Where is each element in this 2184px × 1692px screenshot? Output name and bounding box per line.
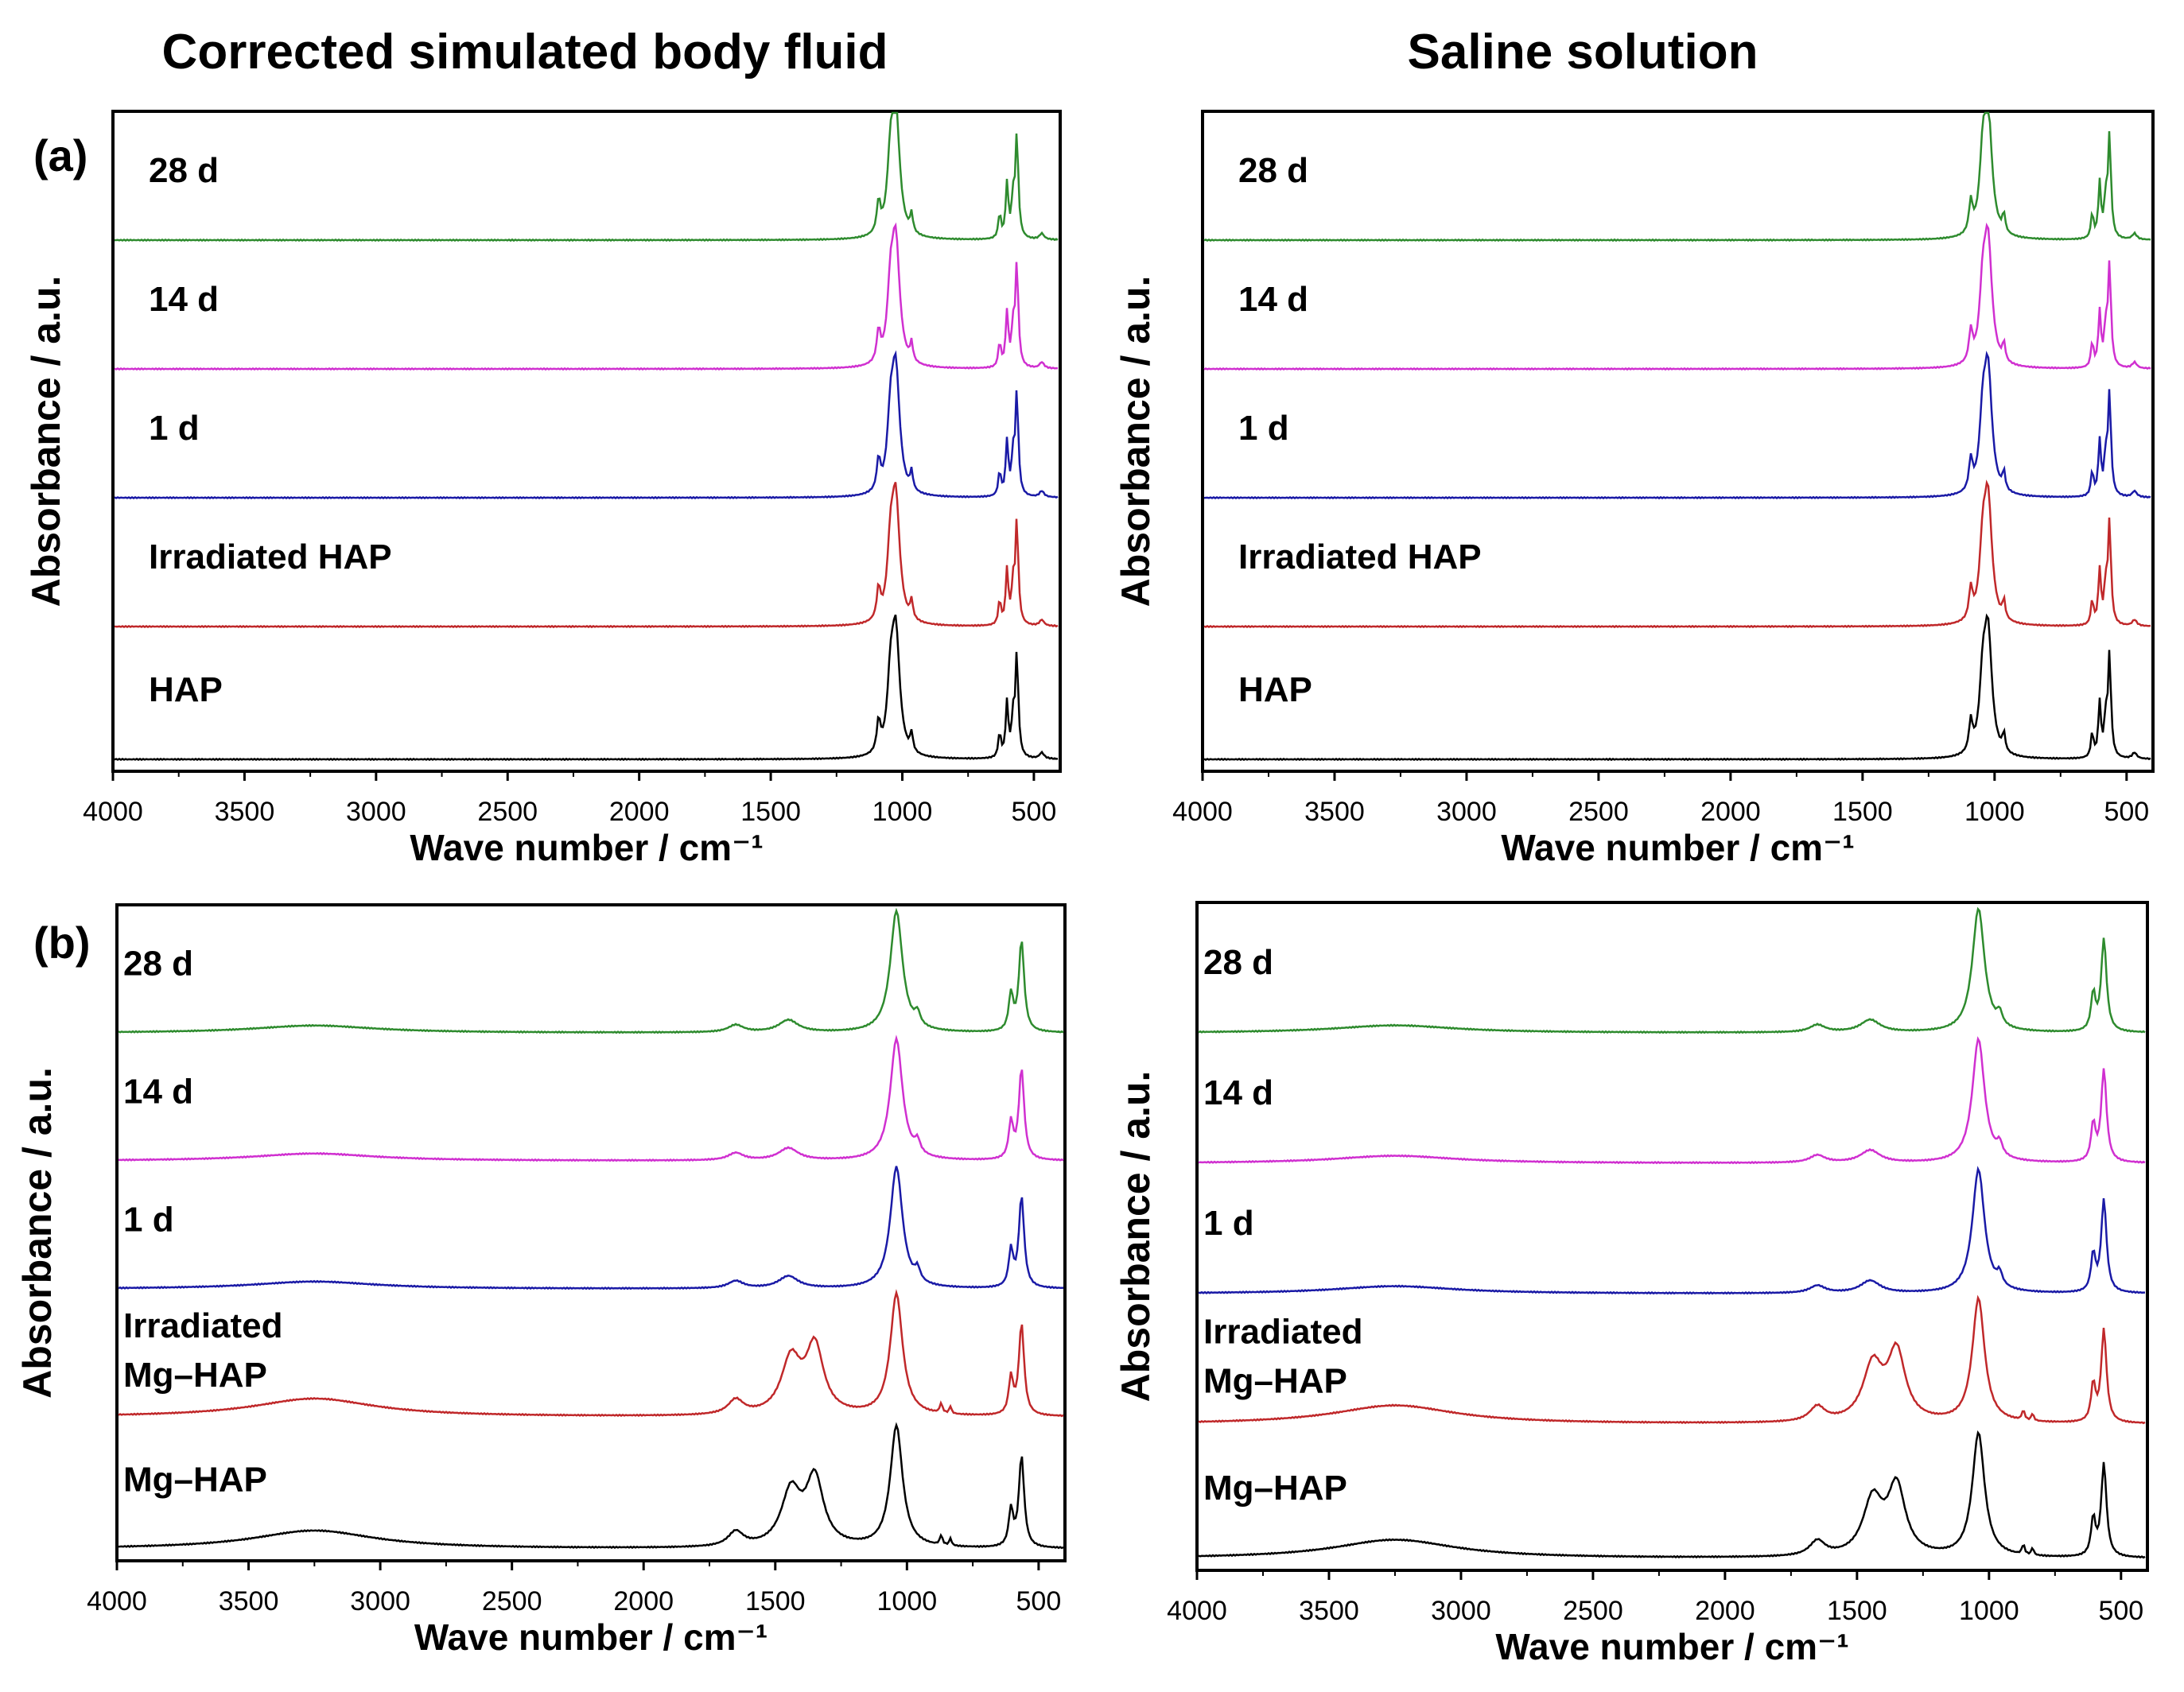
x-tick-label: 1000 — [1959, 1596, 2019, 1626]
series-label: 28 d — [1238, 151, 1308, 190]
x-tick-label: 4000 — [83, 797, 143, 827]
x-tick-label: 3500 — [1304, 797, 1365, 827]
x-tick-label: 3500 — [215, 797, 275, 827]
spectrum-line-5 — [1203, 613, 2151, 762]
x-tick-label: 2000 — [613, 1586, 674, 1616]
x-axis-label: Wave number / cm⁻¹ — [1495, 1626, 1848, 1667]
y-axis-label: Absorbance / a.u. — [1113, 276, 1158, 607]
x-tick-label: 1500 — [740, 797, 801, 827]
x-tick-label: 2000 — [1695, 1596, 1755, 1626]
x-tick-label: 500 — [1016, 1586, 1062, 1616]
spectrum-line-2 — [1198, 1036, 2146, 1165]
spectrum-line-5 — [118, 1422, 1064, 1550]
series-label: HAP — [149, 670, 223, 709]
spectrum-line-3 — [118, 1166, 1064, 1290]
series-label: 14 d — [1203, 1073, 1273, 1112]
series-label: 1 d — [1238, 409, 1289, 448]
spectrum-line-2 — [1203, 222, 2151, 371]
x-tick-label: 4000 — [1172, 797, 1233, 827]
series-label: Irradiated Mg–HAP — [1203, 1312, 1363, 1400]
x-tick-label: 2000 — [1700, 797, 1761, 827]
x-tick-label: 2000 — [609, 797, 670, 827]
plot-frame — [1201, 110, 2155, 773]
spectrum-line-4 — [1203, 479, 2151, 629]
spectrum-line-5 — [114, 614, 1059, 762]
x-tick-label: 4000 — [1167, 1596, 1227, 1626]
series-label: 1 d — [149, 409, 200, 448]
series-label: 14 d — [1238, 280, 1308, 319]
spectrum-line-1 — [1198, 906, 2146, 1034]
series-label: 1 d — [123, 1201, 174, 1240]
spectrum-line-1 — [114, 111, 1059, 243]
x-tick-label: 500 — [2104, 797, 2149, 827]
x-tick-label: 3000 — [346, 797, 406, 827]
x-tick-label: 1000 — [877, 1586, 938, 1616]
y-axis-label: Absorbance / a.u. — [15, 1067, 60, 1399]
x-tick-label: 2500 — [1568, 797, 1629, 827]
panel-label: (a) — [33, 130, 87, 180]
spectrum-line-4 — [114, 482, 1059, 629]
series-label: 28 d — [1203, 943, 1273, 982]
x-tick-label: 1500 — [1832, 797, 1893, 827]
series-label: Irradiated Mg–HAP — [123, 1306, 283, 1395]
column-title-saline: Saline solution — [1407, 25, 1758, 80]
x-tick-label: 3000 — [1436, 797, 1497, 827]
plot-frame — [115, 903, 1067, 1562]
y-axis-label: Absorbance / a.u. — [24, 276, 68, 607]
spectrum-panel-4: 4000 3500 3000 2500 2000 1500 1000 500 Wave numb… — [1113, 901, 2149, 1667]
x-tick-label: 3500 — [1299, 1596, 1359, 1626]
series-label: 14 d — [149, 280, 219, 319]
x-tick-label: 1000 — [1964, 797, 2025, 827]
x-tick-label: 4000 — [87, 1586, 147, 1616]
series-label: Irradiated HAP — [149, 537, 392, 576]
x-tick-label: 1500 — [1827, 1596, 1887, 1626]
series-label: 28 d — [123, 945, 193, 984]
plot-frame — [111, 110, 1062, 773]
x-tick-label: 2500 — [482, 1586, 542, 1616]
series-label: 28 d — [149, 151, 219, 190]
spectrum-line-1 — [1203, 111, 2151, 243]
panel-label: (b) — [33, 918, 91, 968]
x-tick-label: 500 — [1012, 797, 1057, 827]
x-tick-label: 3500 — [219, 1586, 279, 1616]
x-axis-label: Wave number / cm⁻¹ — [1501, 827, 1854, 868]
spectrum-panel-1: 4000 3500 3000 2500 2000 1500 1000 500 Wave numb… — [24, 110, 1062, 868]
spectrum-line-2 — [118, 1034, 1064, 1162]
series-label: Irradiated HAP — [1238, 537, 1482, 576]
series-label: HAP — [1238, 670, 1312, 709]
x-tick-label: 500 — [2098, 1596, 2143, 1626]
x-tick-label: 1500 — [745, 1586, 806, 1616]
spectrum-line-1 — [118, 907, 1064, 1034]
spectrum-line-3 — [114, 350, 1059, 500]
series-label: Mg–HAP — [1203, 1469, 1347, 1508]
spectrum-line-4 — [1198, 1294, 2146, 1425]
spectrum-line-3 — [1198, 1166, 2145, 1295]
x-axis-label: Wave number / cm⁻¹ — [414, 1616, 768, 1658]
x-axis-label: Wave number / cm⁻¹ — [410, 827, 763, 868]
x-tick-label: 3000 — [350, 1586, 410, 1616]
spectrum-panel-2: 4000 3500 3000 2500 2000 1500 1000 500 Wave numb… — [1113, 110, 2155, 868]
spectrum-line-3 — [1203, 350, 2151, 500]
spectrum-line-4 — [118, 1289, 1064, 1418]
plot-frame — [1195, 901, 2149, 1572]
spectrum-line-5 — [1198, 1430, 2146, 1559]
x-tick-label: 2500 — [1563, 1596, 1623, 1626]
series-label: 14 d — [123, 1073, 193, 1112]
y-axis-label: Absorbance / a.u. — [1113, 1071, 1158, 1403]
x-tick-label: 2500 — [477, 797, 538, 827]
series-label: 1 d — [1203, 1204, 1254, 1243]
x-tick-label: 1000 — [872, 797, 933, 827]
spectrum-line-2 — [114, 222, 1059, 371]
series-label: Mg–HAP — [123, 1461, 267, 1500]
x-tick-label: 3000 — [1431, 1596, 1491, 1626]
column-title-sbf: Corrected simulated body fluid — [161, 25, 888, 80]
spectrum-panel-3: 4000 3500 3000 2500 2000 1500 1000 500 Wave numb… — [15, 903, 1067, 1658]
